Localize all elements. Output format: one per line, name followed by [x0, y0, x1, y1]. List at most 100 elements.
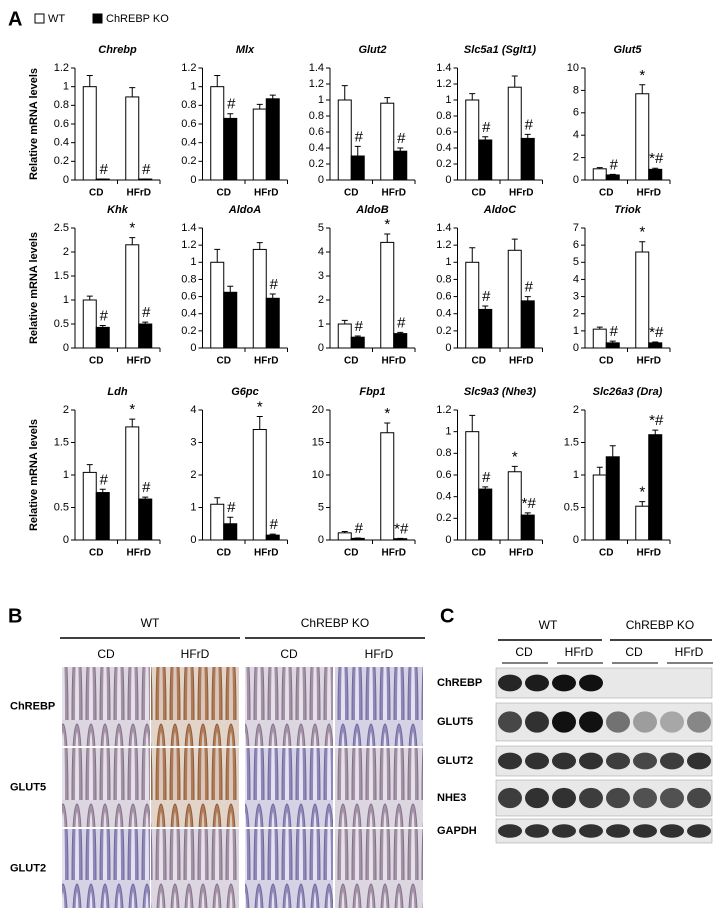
blot-band [660, 752, 684, 770]
annotation: * [384, 216, 390, 233]
annotation: * [639, 67, 645, 84]
y-tick-label: 1.2 [54, 62, 69, 74]
x-tick-label: CD [217, 356, 231, 367]
x-tick-label: HFrD [509, 356, 533, 367]
blot-band [552, 674, 576, 692]
error-bar [609, 173, 616, 175]
row-label: GLUT5 [10, 781, 46, 793]
error-bar [609, 445, 616, 457]
bar [380, 432, 395, 541]
error-bar [86, 464, 93, 473]
bar [210, 86, 225, 181]
x-tick-label: HFrD [382, 548, 406, 559]
histology-image [151, 748, 239, 827]
y-tick-label: 0 [445, 342, 451, 354]
error-bar [596, 167, 603, 169]
bar [337, 532, 352, 541]
blot-band [579, 752, 603, 770]
y-tick-label: 0.6 [436, 469, 451, 481]
bar [265, 297, 280, 349]
y-tick-label: 1 [190, 256, 196, 268]
bar [478, 308, 493, 349]
y-tick-label: 1 [318, 318, 324, 330]
blot-band [498, 752, 522, 770]
annotation: # [227, 499, 236, 516]
y-tick-label: 3 [190, 436, 196, 448]
annotation: # [525, 279, 534, 296]
legend-swatch [34, 13, 45, 24]
bar [393, 333, 408, 349]
x-tick-label: CD [344, 356, 358, 367]
annotation: # [397, 130, 406, 147]
error-bar [256, 242, 263, 250]
y-tick-label: 0.2 [436, 512, 451, 524]
annotation: * [129, 220, 135, 237]
bar [95, 326, 110, 349]
annotation: * [639, 224, 645, 241]
y-tick-label: 0 [63, 342, 69, 354]
y-tick-label: 1.2 [181, 62, 196, 74]
blot-band [606, 787, 630, 809]
chart-title: Mlx [236, 44, 255, 56]
x-tick-label: HFrD [509, 188, 533, 199]
row-label: GAPDH [437, 825, 477, 837]
blot-band [660, 711, 684, 733]
y-tick-label: 2 [573, 308, 579, 320]
y-tick-label: 6 [573, 107, 579, 119]
error-bar [511, 465, 518, 472]
bar [350, 336, 365, 349]
blot-band [552, 824, 576, 838]
bar [648, 342, 663, 349]
chart-title: AldoA [228, 204, 261, 216]
y-tick-label: 1.4 [181, 222, 196, 234]
y-tick-label: 10 [312, 469, 324, 481]
y-tick-label: 1 [63, 294, 69, 306]
y-tick-label: 1.4 [309, 62, 324, 74]
annotation: # [355, 128, 364, 145]
y-tick-label: 0.4 [54, 137, 69, 149]
legend-label: ChREBP KO [106, 13, 169, 25]
x-tick-label: CD [472, 548, 486, 559]
condition-label: HFrD [181, 647, 210, 661]
y-tick-label: 3 [318, 270, 324, 282]
y-tick-label: 1 [573, 325, 579, 337]
condition-label: CD [515, 645, 533, 659]
legend-swatch [92, 13, 103, 24]
bar [223, 291, 238, 349]
chart-title: Slc26a3 (Dra) [593, 386, 663, 398]
blot-band [633, 787, 657, 809]
bar [605, 342, 620, 349]
blot-band [498, 787, 522, 809]
histology-image [245, 829, 333, 908]
annotation: # [100, 161, 109, 178]
histology-image [151, 667, 239, 746]
annotation: # [525, 116, 534, 133]
x-tick-label: CD [599, 548, 613, 559]
error-bar [129, 237, 136, 245]
legend-label: WT [48, 13, 65, 25]
y-tick-label: 1.5 [54, 270, 69, 282]
x-tick-label: CD [217, 188, 231, 199]
y-tick-label: 0.5 [54, 318, 69, 330]
error-bar [482, 305, 489, 310]
y-tick-label: 1 [573, 469, 579, 481]
error-bar [652, 167, 659, 170]
y-tick-label: 2 [573, 404, 579, 416]
annotation: # [142, 479, 151, 496]
y-tick-label: 6 [573, 239, 579, 251]
y-tick-label: 2 [63, 246, 69, 258]
x-tick-label: HFrD [637, 356, 661, 367]
chart-title: Slc9a3 (Nhe3) [464, 386, 536, 398]
row-label: NHE3 [437, 792, 466, 804]
panel-label: B [8, 605, 22, 627]
y-tick-label: 0.6 [309, 126, 324, 138]
y-tick-label: 0 [445, 174, 451, 186]
x-tick-label: HFrD [254, 188, 278, 199]
chart-title: Slc5a1 (Sglt1) [464, 44, 536, 56]
annotation: * [129, 401, 135, 418]
annotation: # [270, 516, 279, 533]
y-tick-label: 0 [318, 534, 324, 546]
blot-band [687, 752, 711, 770]
x-tick-label: HFrD [127, 188, 151, 199]
error-bar [99, 488, 106, 493]
